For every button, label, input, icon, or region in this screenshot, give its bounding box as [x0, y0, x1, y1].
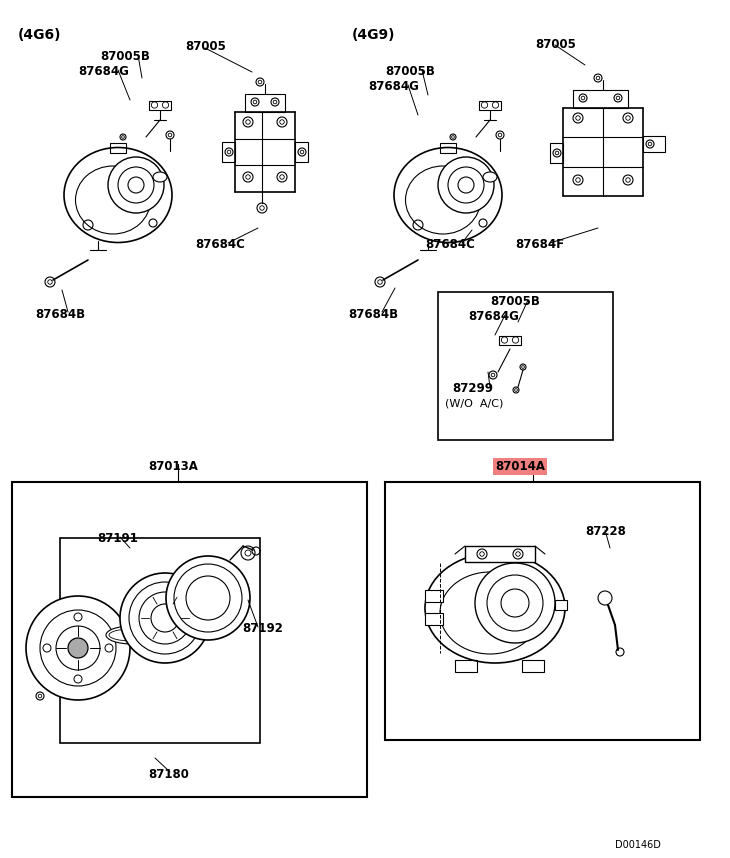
Circle shape — [501, 589, 529, 617]
Text: 87684B: 87684B — [348, 308, 398, 321]
Circle shape — [118, 167, 154, 203]
Ellipse shape — [394, 148, 502, 243]
Bar — [245, 94, 285, 112]
Bar — [499, 335, 521, 345]
Circle shape — [458, 177, 474, 193]
Circle shape — [120, 573, 210, 663]
Circle shape — [186, 576, 230, 620]
Text: 87005B: 87005B — [100, 50, 150, 63]
Bar — [522, 660, 544, 672]
Circle shape — [26, 596, 130, 700]
Text: 87192: 87192 — [242, 622, 283, 635]
Text: (4G9): (4G9) — [352, 28, 396, 42]
Text: 87684C: 87684C — [425, 238, 475, 251]
Bar — [555, 600, 567, 610]
Bar — [643, 136, 665, 152]
Text: 87684G: 87684G — [78, 65, 129, 78]
Text: 87684F: 87684F — [515, 238, 564, 251]
Bar — [550, 143, 563, 163]
Text: 87684B: 87684B — [35, 308, 85, 321]
Ellipse shape — [425, 553, 565, 663]
Text: 87005B: 87005B — [490, 295, 540, 308]
Bar — [438, 292, 613, 440]
Bar — [440, 143, 456, 153]
Ellipse shape — [483, 172, 497, 182]
Circle shape — [448, 167, 484, 203]
Bar — [573, 90, 628, 108]
Bar — [455, 660, 477, 672]
Circle shape — [108, 157, 164, 213]
Bar — [149, 100, 171, 110]
Circle shape — [151, 604, 179, 632]
Circle shape — [68, 638, 88, 658]
Text: 87299: 87299 — [452, 382, 493, 395]
Text: 87005: 87005 — [185, 40, 226, 53]
Circle shape — [487, 575, 543, 631]
Circle shape — [139, 592, 191, 644]
Circle shape — [40, 610, 116, 686]
Circle shape — [438, 157, 494, 213]
Text: 87013A: 87013A — [148, 460, 198, 473]
Bar — [60, 538, 260, 743]
Text: 87684G: 87684G — [468, 310, 519, 323]
Ellipse shape — [75, 166, 150, 234]
Text: 87005B: 87005B — [385, 65, 435, 78]
Ellipse shape — [64, 148, 172, 243]
Ellipse shape — [440, 572, 540, 654]
Ellipse shape — [106, 626, 158, 644]
Circle shape — [174, 564, 242, 632]
Text: 87684C: 87684C — [195, 238, 245, 251]
Text: 87191: 87191 — [97, 532, 138, 545]
Circle shape — [475, 563, 555, 643]
Circle shape — [129, 582, 201, 654]
Bar — [295, 142, 308, 162]
Ellipse shape — [109, 629, 155, 641]
Ellipse shape — [405, 166, 480, 234]
Text: (W/O  A/C): (W/O A/C) — [445, 398, 504, 408]
Circle shape — [166, 556, 250, 640]
Text: 87005: 87005 — [535, 38, 576, 51]
Bar — [425, 590, 443, 602]
Circle shape — [56, 626, 100, 670]
Text: D00146D: D00146D — [615, 840, 661, 850]
Bar — [425, 613, 443, 625]
Bar — [465, 546, 535, 562]
Text: (4G6): (4G6) — [18, 28, 61, 42]
Text: 87228: 87228 — [585, 525, 626, 538]
Text: 87014A: 87014A — [495, 460, 545, 473]
Ellipse shape — [153, 172, 167, 182]
Bar — [479, 100, 501, 110]
Bar — [222, 142, 235, 162]
Bar — [12, 482, 367, 797]
Text: 87684G: 87684G — [368, 80, 419, 93]
Bar — [385, 482, 700, 740]
Circle shape — [128, 177, 144, 193]
Bar — [110, 143, 126, 153]
Text: 87180: 87180 — [148, 768, 189, 781]
